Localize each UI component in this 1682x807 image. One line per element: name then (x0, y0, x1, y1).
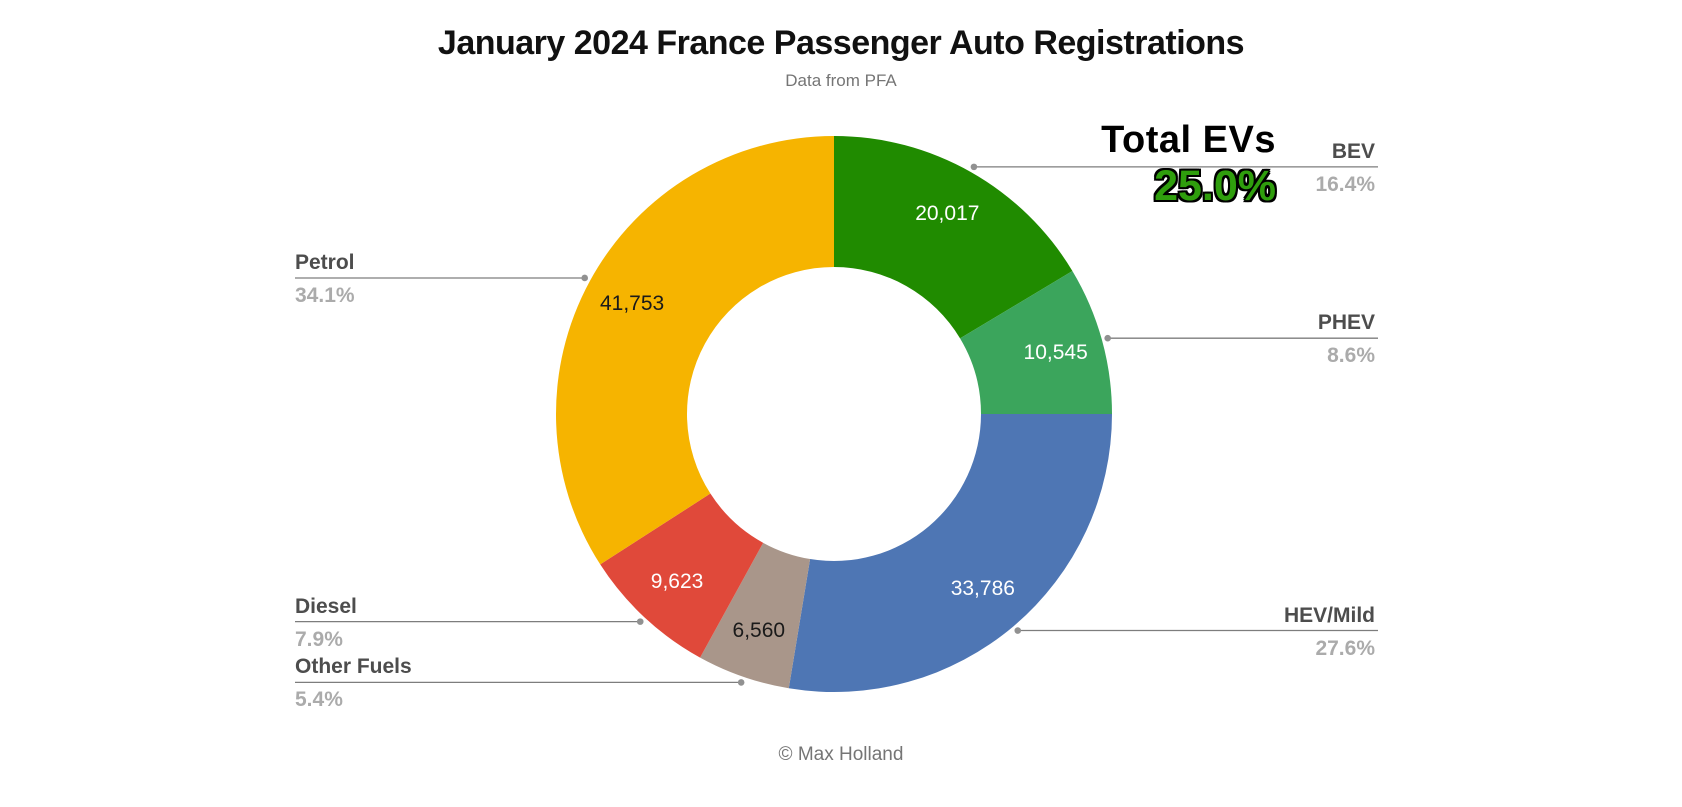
chart-title: January 2024 France Passenger Auto Regis… (437, 24, 1245, 62)
callout-label: Diesel (295, 594, 357, 618)
callout-pct: 7.9% (295, 627, 343, 651)
callout-pct: 34.1% (295, 283, 355, 307)
callout-pct: 5.4% (295, 688, 343, 712)
callout-pct: 16.4% (1315, 172, 1375, 196)
donut-slice-other-fuels[interactable] (700, 542, 811, 689)
callout-label: Petrol (295, 250, 355, 274)
callout-label: Other Fuels (295, 655, 412, 679)
donut-slice-hev-mild[interactable] (788, 414, 1112, 692)
total-evs-value: 25.0% (1154, 162, 1276, 210)
donut-slice-petrol[interactable] (556, 136, 834, 565)
callout-label: PHEV (1317, 311, 1375, 335)
credit-text: © Max Holland (778, 744, 904, 765)
leader-dot (581, 274, 589, 282)
slice-value-label: 33,786 (950, 577, 1015, 601)
slice-value-label: 41,753 (599, 291, 665, 315)
leader-dot (1014, 627, 1022, 634)
callout-label: BEV (1331, 139, 1375, 163)
slice-value-label: 9,623 (650, 570, 704, 594)
chart-subtitle: Data from PFA (785, 71, 897, 90)
slice-value-label: 10,545 (1023, 340, 1088, 364)
slice-value-label: 20,017 (915, 201, 980, 225)
callout-label: HEV/Mild (1283, 603, 1375, 627)
leader-dot (970, 163, 978, 171)
total-evs-label: Total EVs (1101, 119, 1276, 161)
slice-value-label: 6,560 (732, 619, 786, 643)
callout-pct: 27.6% (1315, 636, 1375, 660)
donut-slice-phev[interactable] (960, 270, 1112, 414)
donut-slice-diesel[interactable] (600, 493, 764, 658)
leader-dot (636, 618, 644, 625)
leader-dot (1104, 334, 1111, 342)
callout-pct: 8.6% (1327, 344, 1375, 368)
donut-slice-bev[interactable] (834, 136, 1073, 339)
leader-dot (737, 679, 745, 686)
total-evs-annotation: Total EVs 25.0% (1101, 121, 1276, 208)
